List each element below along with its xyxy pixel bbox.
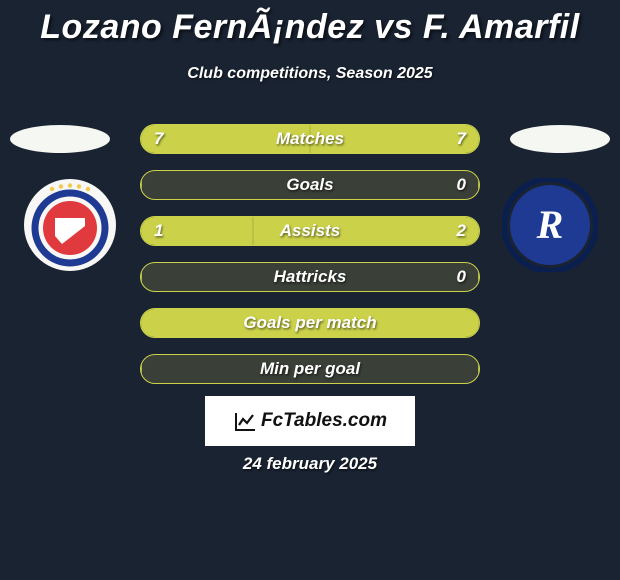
stat-bar-left-fill <box>141 355 142 383</box>
stat-bar-left-fill <box>141 309 479 337</box>
page-title: Lozano FernÃ¡ndez vs F. Amarfil <box>0 0 620 47</box>
stat-bar-bg <box>140 216 480 246</box>
stat-bar-right-fill <box>478 309 479 337</box>
stat-row: Goals per match <box>140 308 480 338</box>
stat-bar-left-fill <box>141 263 142 291</box>
stat-row: Min per goal <box>140 354 480 384</box>
watermark-box: FcTables.com <box>205 396 415 446</box>
stat-row: Matches77 <box>140 124 480 154</box>
country-flag-right <box>510 125 610 153</box>
stat-bar-left-fill <box>141 171 142 199</box>
stat-bar-right-fill <box>253 217 479 245</box>
watermark: FcTables.com <box>233 410 387 433</box>
crest-right-svg: R <box>502 178 598 272</box>
club-crest-left <box>22 178 118 272</box>
club-crest-right: R <box>502 178 598 272</box>
stat-bar-right-fill <box>478 355 479 383</box>
stat-bar-right-fill <box>478 263 479 291</box>
stat-row: Assists12 <box>140 216 480 246</box>
stat-row: Goals0 <box>140 170 480 200</box>
watermark-text: FcTables.com <box>261 410 387 432</box>
stat-bar-bg <box>140 170 480 200</box>
stat-bar-bg <box>140 354 480 384</box>
stat-bar-right-fill <box>310 125 479 153</box>
country-flag-left <box>10 125 110 153</box>
page-subtitle: Club competitions, Season 2025 <box>0 65 620 83</box>
stat-bar-bg <box>140 262 480 292</box>
stat-bar-bg <box>140 308 480 338</box>
chart-icon <box>233 410 257 433</box>
stat-bar-left-fill <box>141 125 310 153</box>
stat-bar-left-fill <box>141 217 253 245</box>
date-label: 24 february 2025 <box>0 454 620 474</box>
stat-row: Hattricks0 <box>140 262 480 292</box>
stat-bar-bg <box>140 124 480 154</box>
crest-left-svg <box>22 178 118 272</box>
stat-bar-right-fill <box>478 171 479 199</box>
stat-bars-container: Matches77 Goals0 Assists12 Hattricks0 Goals … <box>140 124 480 400</box>
svg-text:R: R <box>536 202 564 247</box>
